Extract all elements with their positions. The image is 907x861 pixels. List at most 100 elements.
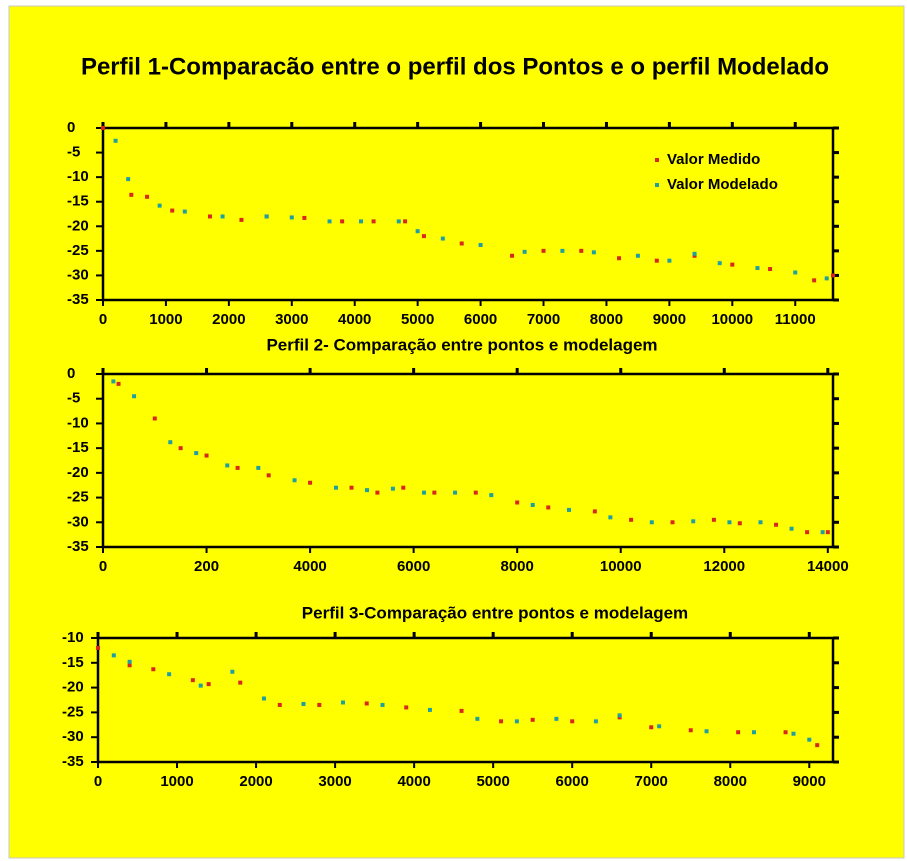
x-tick-label: 9000 (793, 773, 826, 790)
point (440, 236, 445, 241)
point (592, 509, 597, 514)
point (617, 256, 622, 261)
point (371, 219, 376, 224)
point (530, 502, 535, 507)
point (277, 702, 282, 707)
point (805, 530, 810, 535)
x-tick-label: 6000 (397, 558, 430, 575)
point (126, 177, 131, 182)
point (667, 258, 672, 263)
point (427, 707, 432, 712)
point (824, 276, 829, 281)
point (157, 203, 162, 208)
point (349, 485, 354, 490)
y-tick-label: -15 (67, 439, 89, 456)
point (238, 680, 243, 685)
x-tick-label: 12000 (703, 558, 745, 575)
point (831, 273, 835, 278)
x-tick-label: 7000 (527, 311, 560, 328)
y-tick-label: -20 (67, 464, 89, 481)
x-tick-label: 4000 (397, 773, 430, 790)
point (127, 663, 132, 668)
point (654, 258, 659, 263)
point (755, 266, 760, 271)
point (791, 731, 796, 736)
point (593, 719, 598, 724)
point (812, 278, 817, 283)
point (375, 490, 380, 495)
legend-label: Valor Medido (667, 151, 760, 168)
x-tick-label: 10000 (600, 558, 642, 575)
y-tick-label: -5 (67, 144, 80, 161)
point (151, 667, 156, 672)
legend-marker (655, 158, 659, 162)
point (111, 379, 116, 384)
point (308, 480, 313, 485)
point (390, 486, 395, 491)
x-tick-label: 8000 (590, 311, 623, 328)
point (239, 217, 244, 222)
point (453, 490, 458, 495)
point (691, 519, 696, 524)
plot-frame (96, 636, 835, 764)
point (333, 485, 338, 490)
x-tick-label: 3000 (275, 311, 308, 328)
point (591, 250, 596, 255)
point (820, 530, 825, 535)
point (204, 453, 209, 458)
y-tick-label: -30 (67, 513, 89, 530)
point (737, 521, 742, 526)
y-tick-label: -35 (62, 753, 84, 770)
point (499, 719, 504, 724)
y-tick-label: -10 (67, 168, 89, 185)
point (194, 451, 199, 456)
point (190, 678, 195, 683)
point (514, 719, 519, 724)
y-tick-label: -15 (67, 193, 89, 210)
point (649, 725, 654, 730)
point (783, 730, 788, 735)
point (145, 194, 150, 199)
point (220, 214, 225, 219)
y-tick-label: -5 (67, 390, 80, 407)
point (264, 214, 269, 219)
point (758, 520, 763, 525)
x-tick-label: 5000 (401, 311, 434, 328)
y-tick-label: -15 (62, 654, 84, 671)
point (617, 713, 622, 718)
point (132, 394, 137, 399)
x-tick-label: 0 (99, 558, 107, 575)
point (292, 478, 297, 483)
point (774, 522, 779, 527)
point (116, 381, 121, 386)
point (489, 493, 494, 498)
point (225, 463, 230, 468)
y-tick-label: -10 (62, 629, 84, 646)
x-tick-label: 8000 (500, 558, 533, 575)
point (554, 716, 559, 721)
point (101, 126, 105, 130)
y-tick-label: -25 (67, 489, 89, 506)
x-tick-label: 6000 (464, 311, 497, 328)
point (736, 730, 741, 735)
point (302, 215, 307, 220)
point (317, 702, 322, 707)
point (289, 215, 294, 220)
point (301, 701, 306, 706)
point (421, 490, 426, 495)
chart-title: Perfil 2- Comparação entre pontos e mode… (266, 335, 657, 354)
point (522, 249, 527, 254)
point (688, 728, 693, 733)
x-tick-label: 11000 (775, 311, 816, 328)
point (570, 719, 575, 724)
point (178, 446, 183, 451)
x-tick-label: 1000 (149, 311, 182, 328)
x-tick-label: 0 (99, 311, 107, 328)
x-tick-label: 7000 (635, 773, 668, 790)
point (167, 672, 172, 677)
point (380, 702, 385, 707)
point (475, 716, 480, 721)
point (751, 730, 756, 735)
x-tick-label: 2000 (239, 773, 272, 790)
